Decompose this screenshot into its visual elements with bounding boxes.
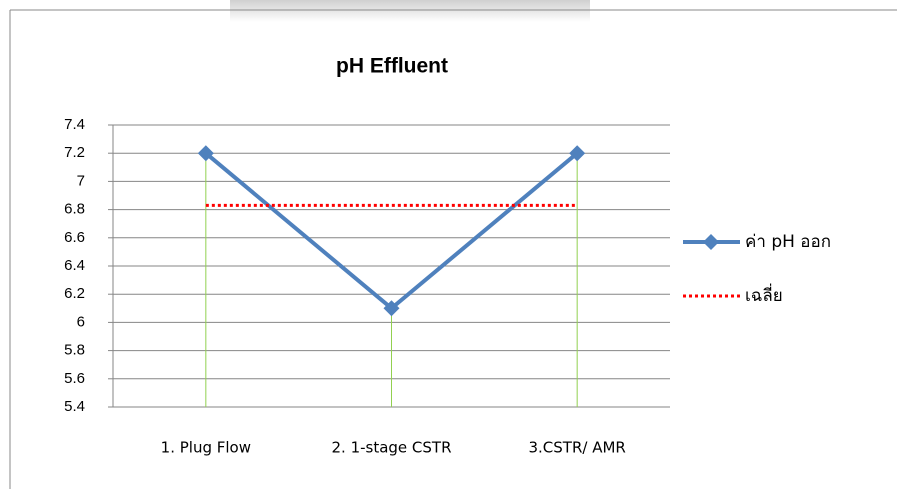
y-tick-label: 5.4 [64, 398, 85, 415]
legend-label: เฉลี่ย [745, 283, 783, 306]
y-tick-label: 7.4 [64, 116, 85, 133]
y-tick-label: 5.6 [64, 370, 85, 387]
y-tick-label: 6.4 [64, 257, 85, 274]
y-tick-label: 7 [77, 172, 85, 189]
marker [197, 145, 214, 162]
y-tick-label: 6.2 [64, 285, 85, 302]
marker [569, 145, 586, 162]
y-tick-label: 6 [77, 313, 85, 330]
watermark [230, 0, 590, 22]
y-tick-label: 6.6 [64, 229, 85, 246]
y-tick-label: 5.8 [64, 342, 85, 359]
marker [383, 300, 400, 317]
legend-marker [703, 234, 719, 250]
legend-label: ค่า pH ออก [745, 232, 831, 252]
series-line [204, 151, 579, 311]
x-tick-label: 2. 1-stage CSTR [331, 439, 451, 457]
y-tick-label: 6.8 [64, 201, 85, 218]
chart-title: pH Effluent [336, 55, 448, 78]
y-tick-label: 7.2 [64, 144, 85, 161]
x-tick-label: 3.CSTR/ AMR [528, 439, 625, 457]
x-tick-label: 1. Plug Flow [161, 439, 251, 457]
